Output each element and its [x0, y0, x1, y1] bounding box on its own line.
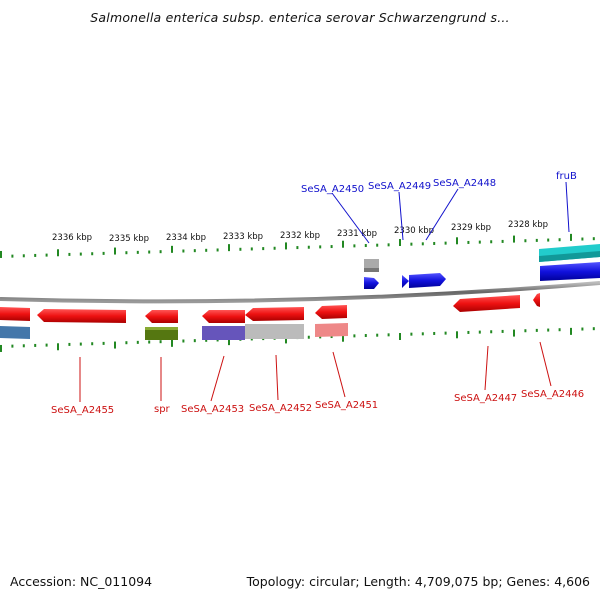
gene-feature-blue-right[interactable] — [540, 262, 600, 281]
gene-label-SeSA_A2452[interactable]: SeSA_A2452 — [249, 403, 312, 414]
gene-spr-feature-green-top — [145, 327, 178, 330]
scale-label: 2328 kbp — [508, 220, 548, 230]
gene-label-SeSA_A2447[interactable]: SeSA_A2447 — [454, 393, 517, 404]
gene-SeSA_A2453-feature-purple[interactable] — [202, 326, 245, 340]
gene-SeSA_A2451-feature[interactable] — [315, 305, 347, 319]
scale-label: 2330 kbp — [394, 226, 434, 236]
scale-label: 2336 kbp — [52, 233, 92, 243]
gene-labels: SeSA_A2450 SeSA_A2449 SeSA_A2448 fruB Se… — [51, 171, 584, 416]
genome-summary-label: Topology: circular; Length: 4,709,075 bp… — [246, 574, 590, 589]
genome-backbone — [0, 281, 600, 304]
gene-SeSA_A2450-feature-shade — [364, 268, 379, 272]
gene-label-SeSA_A2450[interactable]: SeSA_A2450 — [301, 184, 364, 195]
gene-label-SeSA_A2453[interactable]: SeSA_A2453 — [181, 404, 244, 415]
gene-SeSA_A2446-feature[interactable] — [533, 293, 540, 307]
gene-SeSA_A2451-feature-pink[interactable] — [315, 323, 348, 337]
gene-label-spr[interactable]: spr — [154, 404, 171, 415]
gene-SeSA_A2449-feature[interactable] — [402, 275, 409, 288]
gene-SeSA_A2455-feature[interactable] — [37, 309, 126, 323]
gene-SeSA_A2452-feature[interactable] — [245, 307, 304, 321]
gene-feature-left-edge-blue[interactable] — [0, 326, 30, 339]
gene-SeSA_A2452-feature-grey[interactable] — [245, 324, 304, 339]
scale-label: 2332 kbp — [280, 231, 320, 241]
scale-label: 2334 kbp — [166, 233, 206, 243]
gene-SeSA_A2448-feature[interactable] — [409, 273, 446, 288]
gene-label-SeSA_A2451[interactable]: SeSA_A2451 — [315, 400, 378, 411]
gene-fruB-feature-shade — [539, 251, 600, 262]
reverse-strand-features — [0, 293, 540, 340]
gene-label-SeSA_A2448[interactable]: SeSA_A2448 — [433, 178, 496, 189]
gene-label-SeSA_A2455[interactable]: SeSA_A2455 — [51, 405, 114, 416]
forward-strand-features — [364, 244, 600, 289]
gene-SeSA_A2453-feature[interactable] — [202, 310, 245, 323]
map-title: Salmonella enterica subsp. enterica sero… — [90, 10, 510, 25]
scale-labels: 2336 kbp 2335 kbp 2334 kbp 2333 kbp 2332… — [52, 220, 548, 244]
gene-spr-feature[interactable] — [145, 310, 178, 323]
gene-label-SeSA_A2446[interactable]: SeSA_A2446 — [521, 389, 584, 400]
gene-spr-feature-green[interactable] — [145, 327, 178, 340]
scale-label: 2331 kbp — [337, 229, 377, 239]
gene-feature-left-edge[interactable] — [0, 307, 30, 321]
accession-label: Accession: NC_011094 — [10, 574, 153, 589]
gene-SeSA_A2447-feature[interactable] — [453, 295, 520, 312]
gene-label-fruB[interactable]: fruB — [556, 171, 577, 182]
gene-feature-small-arrow[interactable] — [364, 277, 379, 289]
gene-label-SeSA_A2449[interactable]: SeSA_A2449 — [368, 181, 431, 192]
callout-lines — [79, 181, 570, 402]
scale-label: 2329 kbp — [451, 223, 491, 233]
scale-label: 2335 kbp — [109, 234, 149, 244]
scale-ticks-top — [0, 233, 595, 258]
scale-label: 2333 kbp — [223, 232, 263, 242]
